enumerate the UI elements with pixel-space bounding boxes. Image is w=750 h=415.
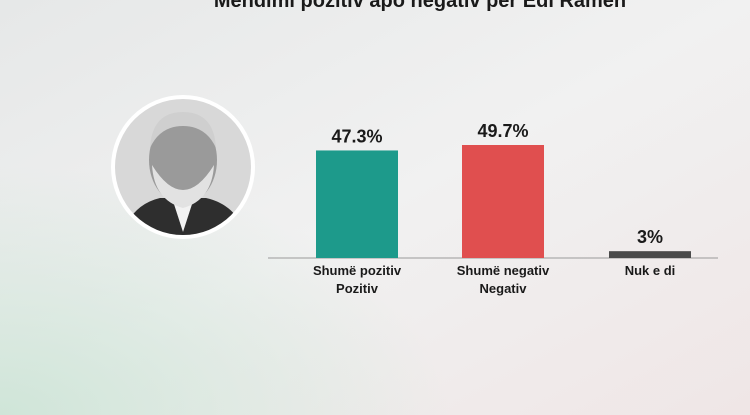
value-label: 49.7% xyxy=(477,121,528,141)
bar xyxy=(609,251,691,258)
portrait xyxy=(111,95,255,239)
x-tick-label: Nuk e di xyxy=(625,263,676,278)
x-tick-label: Shumë negativ xyxy=(457,263,550,278)
x-tick-label: Negativ xyxy=(480,281,528,296)
value-label: 3% xyxy=(637,227,663,247)
x-tick-label: Shumë pozitiv xyxy=(313,263,402,278)
bar xyxy=(316,150,398,258)
bar xyxy=(462,145,544,258)
chart-title: Mendimi pozitiv apo negativ për Edi Ramë… xyxy=(214,0,626,12)
x-tick-label: Pozitiv xyxy=(336,281,379,296)
value-label: 47.3% xyxy=(331,126,382,146)
